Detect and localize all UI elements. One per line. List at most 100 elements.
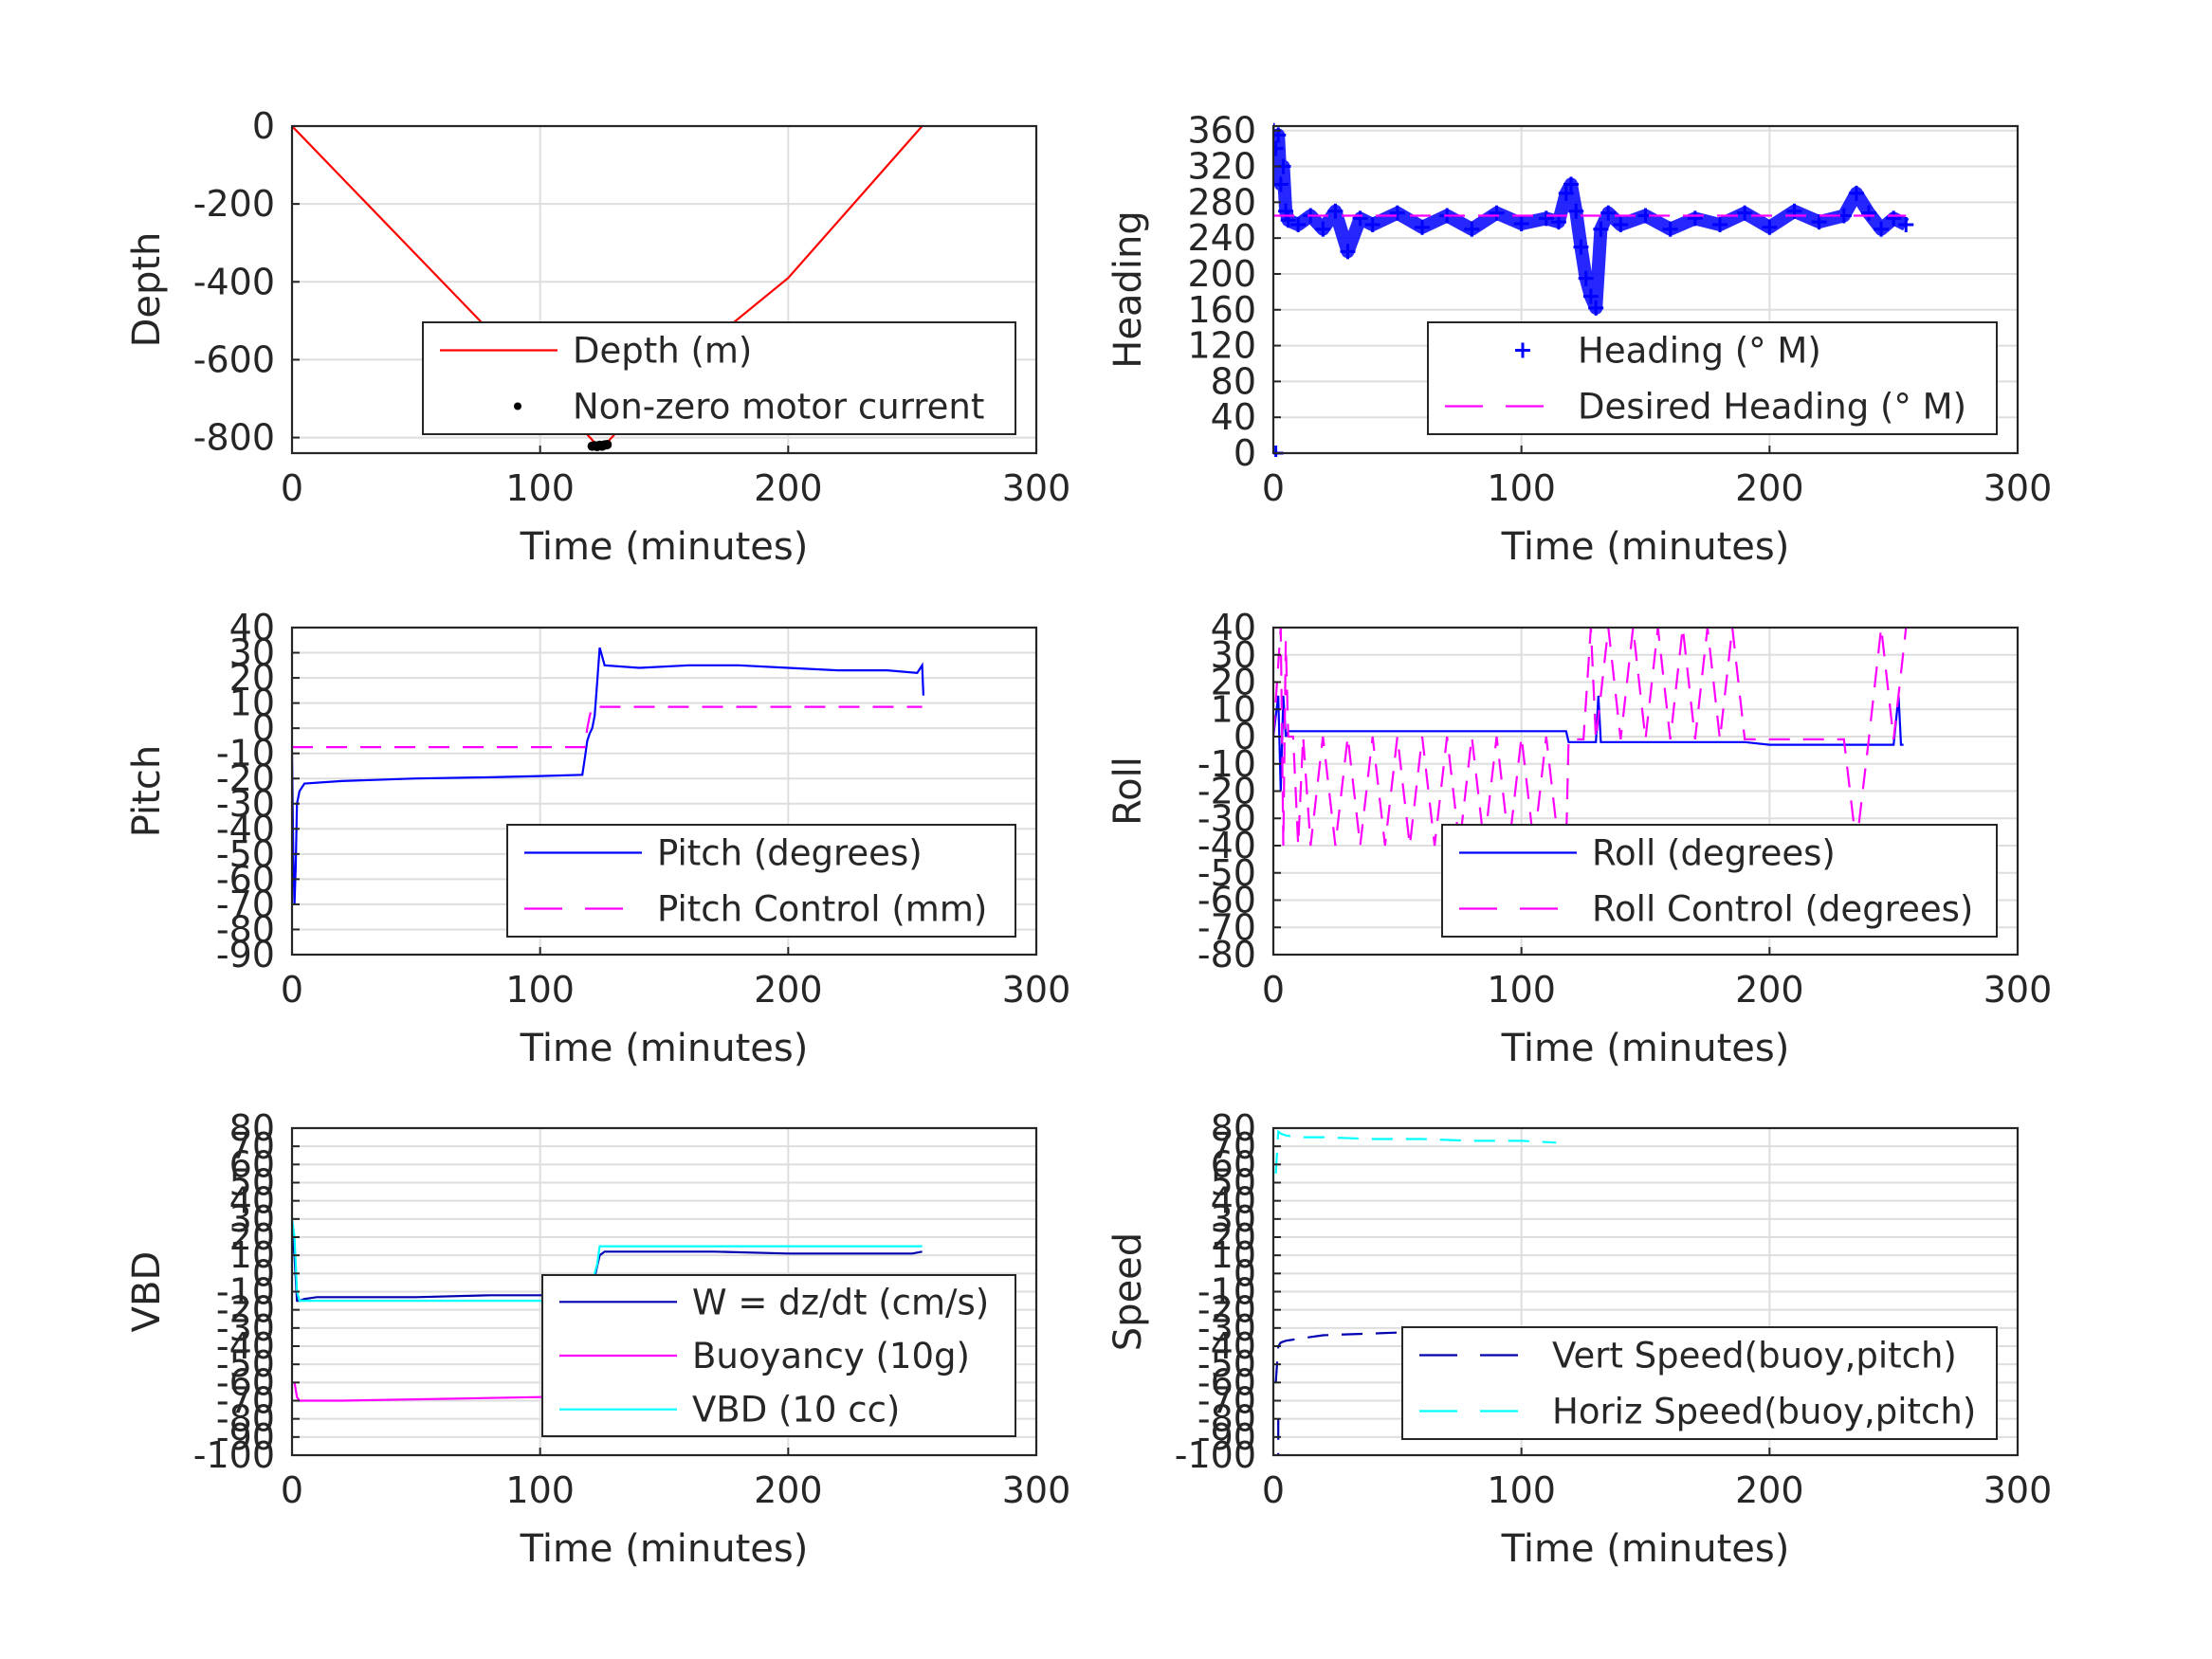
heading-series-heading-m-point xyxy=(1315,221,1331,237)
heading-series-heading-m-point xyxy=(1848,185,1864,201)
pitch-y-tick-label: -10 xyxy=(216,733,275,775)
vbd-y-tick-label: 20 xyxy=(229,1216,275,1258)
speed-legend-box xyxy=(1401,1326,1998,1440)
roll-legend-label: Roll Control (degrees) xyxy=(1592,889,1973,930)
speed-x-axis-label: Time (minutes) xyxy=(1501,1527,1790,1571)
depth-series-group xyxy=(292,125,923,452)
speed-y-tick-label: -80 xyxy=(1197,1398,1256,1440)
roll-y-tick-label: -10 xyxy=(1197,743,1256,785)
vbd-legend: W = dz/dt (cm/s) Buoyancy (10g) VBD (10 cc… xyxy=(541,1274,1016,1437)
pitch-y-tick-label: -60 xyxy=(216,858,275,900)
pitch-legend-entry: Pitch (degrees) xyxy=(524,833,923,874)
heading-y-tick-label: 360 xyxy=(1187,110,1256,152)
roll-x-tick-label: 300 xyxy=(1983,969,2053,1011)
speed-y-tick-label: -40 xyxy=(1197,1325,1256,1367)
heading-series-heading-m-point xyxy=(1513,216,1529,232)
vbd-y-tick-label: 40 xyxy=(229,1180,275,1222)
vbd-y-tick-label: -90 xyxy=(216,1416,275,1458)
speed-y-tick-label: 70 xyxy=(1211,1125,1256,1167)
heading-series-heading-m-point xyxy=(1464,221,1480,237)
heading-series-heading-m-point xyxy=(1588,300,1604,316)
speed-y-tick-label: 10 xyxy=(1211,1234,1256,1276)
pitch-series-group xyxy=(292,647,924,904)
pitch-y-tick-label: 0 xyxy=(252,707,275,749)
roll-y-axis-label: Roll xyxy=(1106,757,1150,826)
pitch-legend-label: Pitch (degrees) xyxy=(657,833,923,874)
heading-series-heading-m-band xyxy=(1273,128,1910,315)
speed-y-tick-label: 40 xyxy=(1211,1180,1256,1222)
depth-axes-box xyxy=(290,124,1038,455)
speed-y-tick-label: -100 xyxy=(1175,1434,1256,1476)
speed-y-tick-label: 0 xyxy=(1234,1252,1256,1294)
depth-x-axis-label: Time (minutes) xyxy=(520,525,809,569)
vbd-y-tick-label: -100 xyxy=(193,1434,275,1476)
speed-series-horiz-speed-buoy-pitch xyxy=(1274,1129,1557,1174)
heading-legend-swatch xyxy=(1515,342,1530,358)
heading-x-tick-label: 200 xyxy=(1735,467,1804,509)
roll-legend-entry: Roll (degrees) xyxy=(1459,833,1836,874)
roll-x-tick-label: 0 xyxy=(1262,969,1285,1011)
depth-legend: Depth (m) Non-zero motor current xyxy=(422,321,1016,435)
roll-x-tick-label: 200 xyxy=(1735,969,1804,1011)
roll-y-tick-label: -20 xyxy=(1197,771,1256,812)
pitch-y-tick-label: 10 xyxy=(229,683,275,724)
heading-y-tick-label: 280 xyxy=(1187,181,1256,223)
heading-y-tick-label: 120 xyxy=(1187,325,1256,367)
speed-legend-label: Horiz Speed(buoy,pitch) xyxy=(1552,1392,1976,1432)
speed-y-tick-label: -70 xyxy=(1197,1380,1256,1422)
heading-series-heading-m-point xyxy=(1687,210,1703,227)
pitch-y-axis-label: Pitch xyxy=(125,745,169,837)
roll-y-tick-label: -50 xyxy=(1197,852,1256,894)
vbd-legend-entry: VBD (10 cc) xyxy=(559,1390,900,1431)
roll-legend-box xyxy=(1441,824,1998,938)
heading-series-heading-m-point xyxy=(1662,221,1678,237)
speed-y-tick-label: 20 xyxy=(1211,1216,1256,1258)
heading-x-axis-label: Time (minutes) xyxy=(1501,525,1790,569)
depth-legend-entry: Non-zero motor current xyxy=(514,387,984,428)
speed-y-tick-label: 50 xyxy=(1211,1162,1256,1204)
heading-series-heading-m-point xyxy=(1712,216,1728,232)
vbd-chart: 0 100 200 300-100-90-80-70-60-50-40-30-20-1… xyxy=(125,1107,1070,1571)
speed-y-tick-label: -10 xyxy=(1197,1271,1256,1313)
vbd-x-tick-label: 300 xyxy=(1002,1469,1071,1511)
speed-x-tick-label: 100 xyxy=(1487,1469,1556,1511)
vbd-y-tick-label: 80 xyxy=(229,1107,275,1149)
vbd-y-tick-label: 60 xyxy=(229,1143,275,1185)
vbd-x-tick-label: 200 xyxy=(754,1469,823,1511)
vbd-y-tick-label: 10 xyxy=(229,1234,275,1276)
pitch-series-pitch-control-mm xyxy=(292,705,923,749)
vbd-y-tick-label: -30 xyxy=(216,1307,275,1349)
heading-x-tick-label: 300 xyxy=(1983,467,2053,509)
vbd-legend-label: W = dz/dt (cm/s) xyxy=(692,1282,989,1322)
speed-x-tick-label: 300 xyxy=(1983,1469,2053,1511)
vbd-series-buoyancy-10g xyxy=(293,1382,583,1402)
vbd-y-tick-label: -80 xyxy=(216,1398,275,1440)
roll-x-tick-label: 100 xyxy=(1487,969,1556,1011)
heading-series-heading-m-point xyxy=(1538,210,1554,227)
roll-legend-entry: Roll Control (degrees) xyxy=(1459,889,1973,930)
roll-y-tick-label: 30 xyxy=(1211,634,1256,676)
vbd-y-tick-label: 70 xyxy=(229,1125,275,1167)
pitch-y-tick-label: -30 xyxy=(216,783,275,825)
roll-series-roll-degrees xyxy=(1273,695,1904,792)
heading-series-heading-m-point xyxy=(1874,221,1890,237)
pitch-legend-box xyxy=(506,824,1016,938)
speed-y-tick-label: 60 xyxy=(1211,1143,1256,1185)
vbd-y-tick-label: 0 xyxy=(252,1252,275,1294)
heading-legend-box xyxy=(1427,321,1998,435)
pitch-axes-box xyxy=(290,626,1038,957)
heading-y-tick-label: 0 xyxy=(1234,432,1256,474)
pitch-chart: 0 100 200 300-90-80-70-60-50-40-30-20-10010… xyxy=(125,607,1070,1070)
depth-y-tick-label: -200 xyxy=(193,183,275,225)
vbd-legend-label: VBD (10 cc) xyxy=(692,1390,900,1431)
pitch-y-tick-label: 40 xyxy=(229,607,275,648)
heading-legend-label: Heading (° M) xyxy=(1578,331,1821,372)
depth-x-tick-label: 0 xyxy=(281,467,303,509)
heading-series-heading-m-point xyxy=(1550,214,1566,230)
pitch-x-tick-label: 300 xyxy=(1002,969,1071,1011)
heading-y-tick-label: 240 xyxy=(1187,217,1256,259)
speed-y-tick-label: 30 xyxy=(1211,1198,1256,1240)
pitch-y-tick-label: -50 xyxy=(216,833,275,875)
pitch-y-tick-label: 30 xyxy=(229,632,275,674)
heading-series-heading-m-point xyxy=(1558,185,1574,201)
